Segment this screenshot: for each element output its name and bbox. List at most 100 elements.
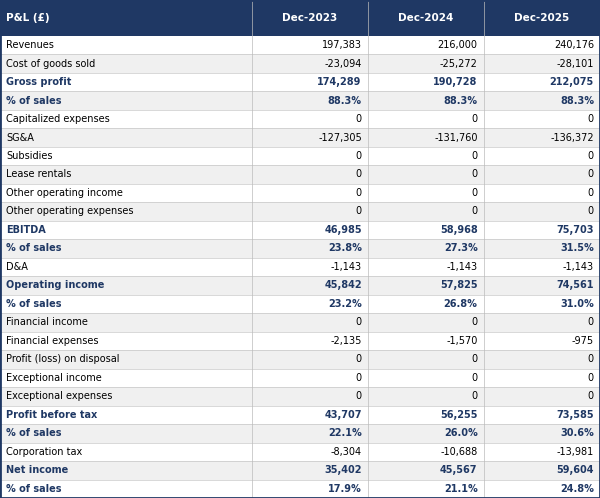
Text: 23.2%: 23.2% — [328, 299, 362, 309]
Bar — [0, 110, 600, 128]
Text: 22.1%: 22.1% — [328, 428, 362, 438]
Text: % of sales: % of sales — [6, 244, 62, 253]
Text: -1,143: -1,143 — [446, 262, 478, 272]
Text: 21.1%: 21.1% — [444, 484, 478, 494]
Text: 35,402: 35,402 — [325, 465, 362, 475]
Text: Revenues: Revenues — [6, 40, 54, 50]
Text: -13,981: -13,981 — [557, 447, 594, 457]
Text: 27.3%: 27.3% — [444, 244, 478, 253]
Text: -131,760: -131,760 — [434, 132, 478, 142]
Text: -1,143: -1,143 — [331, 262, 362, 272]
Text: 0: 0 — [472, 114, 478, 124]
Text: Net income: Net income — [6, 465, 68, 475]
Bar — [0, 73, 600, 91]
Text: Exceptional income: Exceptional income — [6, 373, 102, 383]
Text: -28,101: -28,101 — [557, 59, 594, 69]
Text: 88.3%: 88.3% — [560, 96, 594, 106]
Text: 30.6%: 30.6% — [560, 428, 594, 438]
Text: 0: 0 — [356, 114, 362, 124]
Text: -25,272: -25,272 — [440, 59, 478, 69]
Text: Other operating income: Other operating income — [6, 188, 123, 198]
Text: Dec-2023: Dec-2023 — [282, 13, 338, 23]
Bar — [0, 480, 600, 498]
Bar — [0, 443, 600, 461]
Text: -1,143: -1,143 — [563, 262, 594, 272]
Text: 0: 0 — [588, 391, 594, 401]
Text: -2,135: -2,135 — [331, 336, 362, 346]
Text: 0: 0 — [356, 355, 362, 365]
Text: 0: 0 — [472, 151, 478, 161]
Text: P&L (£): P&L (£) — [6, 13, 50, 23]
Text: 0: 0 — [472, 373, 478, 383]
Bar — [0, 184, 600, 202]
Text: EBITDA: EBITDA — [6, 225, 46, 235]
Text: 0: 0 — [356, 169, 362, 179]
Text: 43,707: 43,707 — [325, 410, 362, 420]
Text: 57,825: 57,825 — [440, 280, 478, 290]
Bar — [0, 221, 600, 239]
Text: 0: 0 — [588, 114, 594, 124]
Text: Profit (loss) on disposal: Profit (loss) on disposal — [6, 355, 119, 365]
Bar — [0, 332, 600, 350]
Text: Capitalized expenses: Capitalized expenses — [6, 114, 110, 124]
Bar — [0, 91, 600, 110]
Text: 0: 0 — [356, 188, 362, 198]
Bar — [0, 350, 600, 369]
Text: 174,289: 174,289 — [317, 77, 362, 87]
Text: 73,585: 73,585 — [556, 410, 594, 420]
Text: -975: -975 — [572, 336, 594, 346]
Text: 0: 0 — [356, 373, 362, 383]
Text: 0: 0 — [356, 151, 362, 161]
Text: Corporation tax: Corporation tax — [6, 447, 82, 457]
Bar — [0, 276, 600, 295]
Text: % of sales: % of sales — [6, 96, 62, 106]
Text: Exceptional expenses: Exceptional expenses — [6, 391, 112, 401]
Bar — [0, 239, 600, 257]
Text: -10,688: -10,688 — [440, 447, 478, 457]
Text: 0: 0 — [472, 391, 478, 401]
Text: -8,304: -8,304 — [331, 447, 362, 457]
Text: 0: 0 — [472, 355, 478, 365]
Text: % of sales: % of sales — [6, 299, 62, 309]
Text: Operating income: Operating income — [6, 280, 104, 290]
Text: 0: 0 — [472, 188, 478, 198]
Text: Financial expenses: Financial expenses — [6, 336, 98, 346]
Text: 45,842: 45,842 — [324, 280, 362, 290]
Text: 75,703: 75,703 — [557, 225, 594, 235]
Bar — [0, 369, 600, 387]
Bar — [0, 202, 600, 221]
Text: 212,075: 212,075 — [550, 77, 594, 87]
Text: 56,255: 56,255 — [440, 410, 478, 420]
Text: SG&A: SG&A — [6, 132, 34, 142]
Bar — [0, 36, 600, 54]
Text: -136,372: -136,372 — [550, 132, 594, 142]
Text: 0: 0 — [356, 317, 362, 327]
Text: Dec-2024: Dec-2024 — [398, 13, 454, 23]
Text: 0: 0 — [588, 317, 594, 327]
Text: 26.0%: 26.0% — [444, 428, 478, 438]
Bar — [0, 313, 600, 332]
Text: Gross profit: Gross profit — [6, 77, 71, 87]
Bar — [0, 387, 600, 405]
Text: 0: 0 — [472, 169, 478, 179]
Text: 74,561: 74,561 — [557, 280, 594, 290]
Text: 0: 0 — [588, 151, 594, 161]
Text: Other operating expenses: Other operating expenses — [6, 207, 133, 217]
Text: Subsidies: Subsidies — [6, 151, 53, 161]
Text: 0: 0 — [588, 188, 594, 198]
Text: 0: 0 — [356, 391, 362, 401]
Text: 0: 0 — [472, 207, 478, 217]
Text: 45,567: 45,567 — [440, 465, 478, 475]
Text: Profit before tax: Profit before tax — [6, 410, 97, 420]
Bar — [0, 461, 600, 480]
Text: Lease rentals: Lease rentals — [6, 169, 71, 179]
Text: Financial income: Financial income — [6, 317, 88, 327]
Text: % of sales: % of sales — [6, 428, 62, 438]
Bar — [0, 295, 600, 313]
Text: 31.0%: 31.0% — [560, 299, 594, 309]
Text: Dec-2025: Dec-2025 — [514, 13, 569, 23]
Bar — [0, 147, 600, 165]
Text: 58,968: 58,968 — [440, 225, 478, 235]
Text: 88.3%: 88.3% — [328, 96, 362, 106]
Text: % of sales: % of sales — [6, 484, 62, 494]
